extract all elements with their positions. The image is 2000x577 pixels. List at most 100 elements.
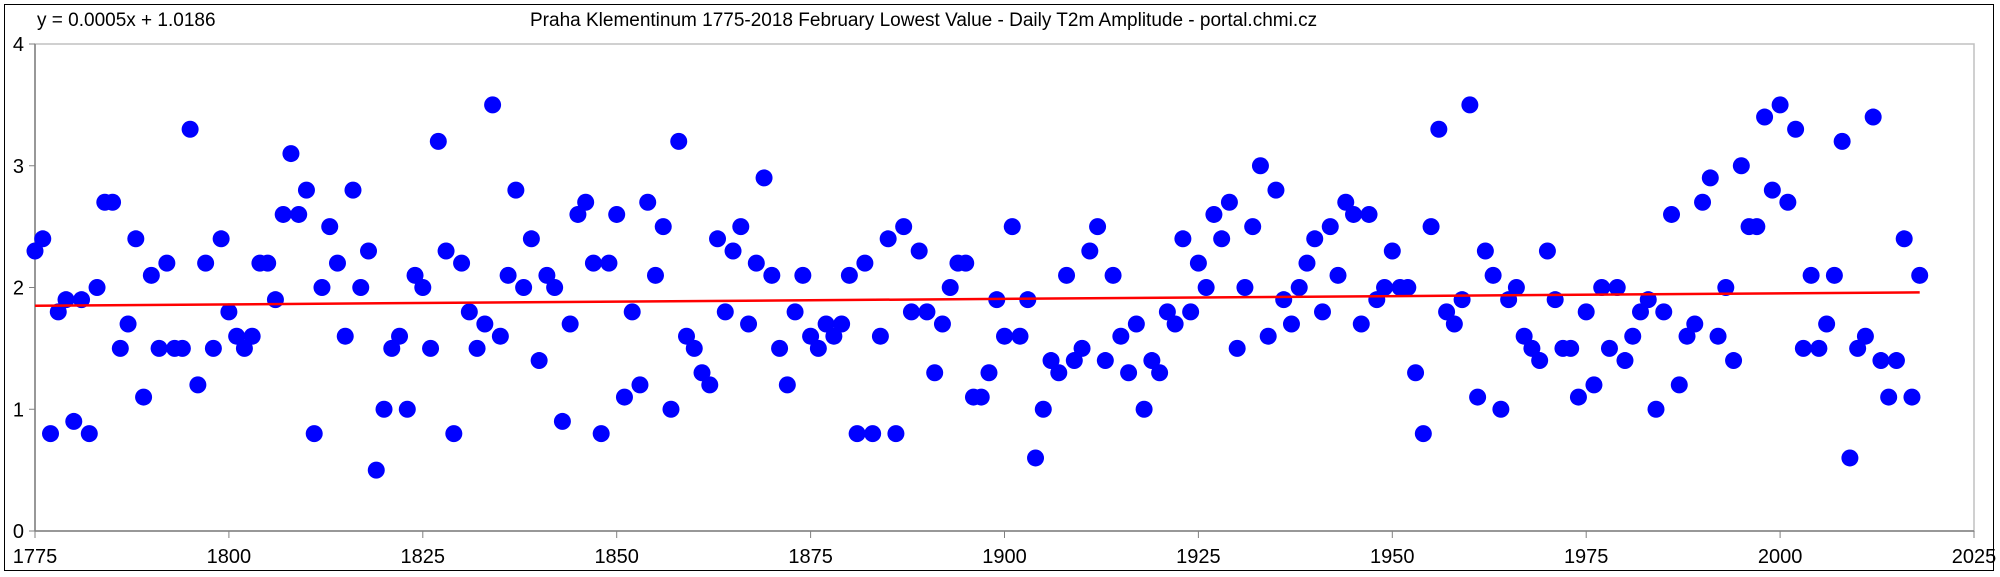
data-point <box>840 266 858 284</box>
data-point <box>1205 205 1223 223</box>
data-point <box>1802 266 1820 284</box>
data-point <box>693 364 711 382</box>
data-point <box>1538 242 1556 260</box>
y-tick-label: 4 <box>13 34 24 56</box>
data-point <box>1321 218 1339 236</box>
data-point <box>204 339 222 357</box>
data-point <box>1887 352 1905 370</box>
data-point <box>654 218 672 236</box>
data-point <box>794 266 812 284</box>
data-point <box>825 327 843 345</box>
data-point <box>42 425 60 443</box>
data-point <box>142 266 160 284</box>
data-point <box>887 425 905 443</box>
data-point <box>1352 315 1370 333</box>
data-point <box>1275 291 1293 309</box>
data-point <box>274 205 292 223</box>
data-point <box>833 315 851 333</box>
data-point <box>1306 230 1324 248</box>
data-point <box>1461 96 1479 114</box>
data-point <box>266 291 284 309</box>
data-point <box>1298 254 1316 272</box>
data-point <box>1313 303 1331 321</box>
data-point <box>1895 230 1913 248</box>
data-point <box>1259 327 1277 345</box>
data-point <box>1670 376 1688 394</box>
data-point <box>871 327 889 345</box>
data-point <box>1678 327 1696 345</box>
data-point <box>1694 193 1712 211</box>
data-point <box>778 376 796 394</box>
data-point <box>1151 364 1169 382</box>
data-point <box>243 327 261 345</box>
data-point <box>709 230 727 248</box>
data-point <box>460 303 478 321</box>
data-point <box>1732 157 1750 175</box>
data-point <box>879 230 897 248</box>
data-point <box>1507 279 1525 296</box>
data-point <box>1756 108 1774 126</box>
data-point <box>1445 315 1463 333</box>
x-tick-label: 1775 <box>13 546 58 568</box>
x-tick-label: 2025 <box>1952 546 1997 568</box>
data-point <box>197 254 215 272</box>
data-point <box>1251 157 1269 175</box>
data-point <box>1663 205 1681 223</box>
data-point <box>1042 352 1060 370</box>
data-point <box>1856 327 1874 345</box>
data-point <box>918 303 936 321</box>
data-point <box>445 425 463 443</box>
data-point <box>1376 279 1394 296</box>
data-point <box>73 291 91 309</box>
data-point <box>1112 327 1130 345</box>
data-point <box>80 425 98 443</box>
data-point <box>1127 315 1145 333</box>
data-point <box>1655 303 1673 321</box>
data-point <box>716 303 734 321</box>
data-point <box>592 425 610 443</box>
data-point <box>933 315 951 333</box>
data-point <box>1523 339 1541 357</box>
data-point <box>980 364 998 382</box>
data-point <box>484 96 502 114</box>
x-tick-label: 1975 <box>1564 546 1609 568</box>
data-point <box>127 230 145 248</box>
data-point <box>1438 303 1456 321</box>
data-point <box>367 461 385 479</box>
data-point <box>235 339 253 357</box>
x-tick-label: 1950 <box>1370 546 1415 568</box>
data-point <box>623 303 641 321</box>
data-point <box>515 279 533 296</box>
data-point <box>1422 218 1440 236</box>
data-point <box>491 327 509 345</box>
data-point <box>383 339 401 357</box>
data-point <box>1748 218 1766 236</box>
data-point <box>771 339 789 357</box>
data-point <box>848 425 866 443</box>
data-point <box>414 279 432 296</box>
data-point <box>119 315 137 333</box>
data-point <box>1430 120 1448 138</box>
data-point <box>313 279 331 296</box>
data-point <box>1492 400 1510 418</box>
data-point <box>530 352 548 370</box>
data-point <box>615 388 633 406</box>
data-point <box>1065 352 1083 370</box>
data-point <box>344 181 362 199</box>
data-point <box>34 230 52 248</box>
data-point <box>1631 303 1649 321</box>
data-point <box>1414 425 1432 443</box>
data-point <box>1647 400 1665 418</box>
data-point <box>1360 205 1378 223</box>
data-point <box>786 303 804 321</box>
data-point <box>1120 364 1138 382</box>
y-tick-label: 2 <box>13 278 24 300</box>
data-point <box>522 230 540 248</box>
trend-line <box>34 291 1920 308</box>
data-point <box>957 254 975 272</box>
data-point <box>422 339 440 357</box>
x-tick-label: 2000 <box>1758 546 1803 568</box>
data-point <box>1267 181 1285 199</box>
data-point <box>1089 218 1107 236</box>
data-point <box>1787 120 1805 138</box>
